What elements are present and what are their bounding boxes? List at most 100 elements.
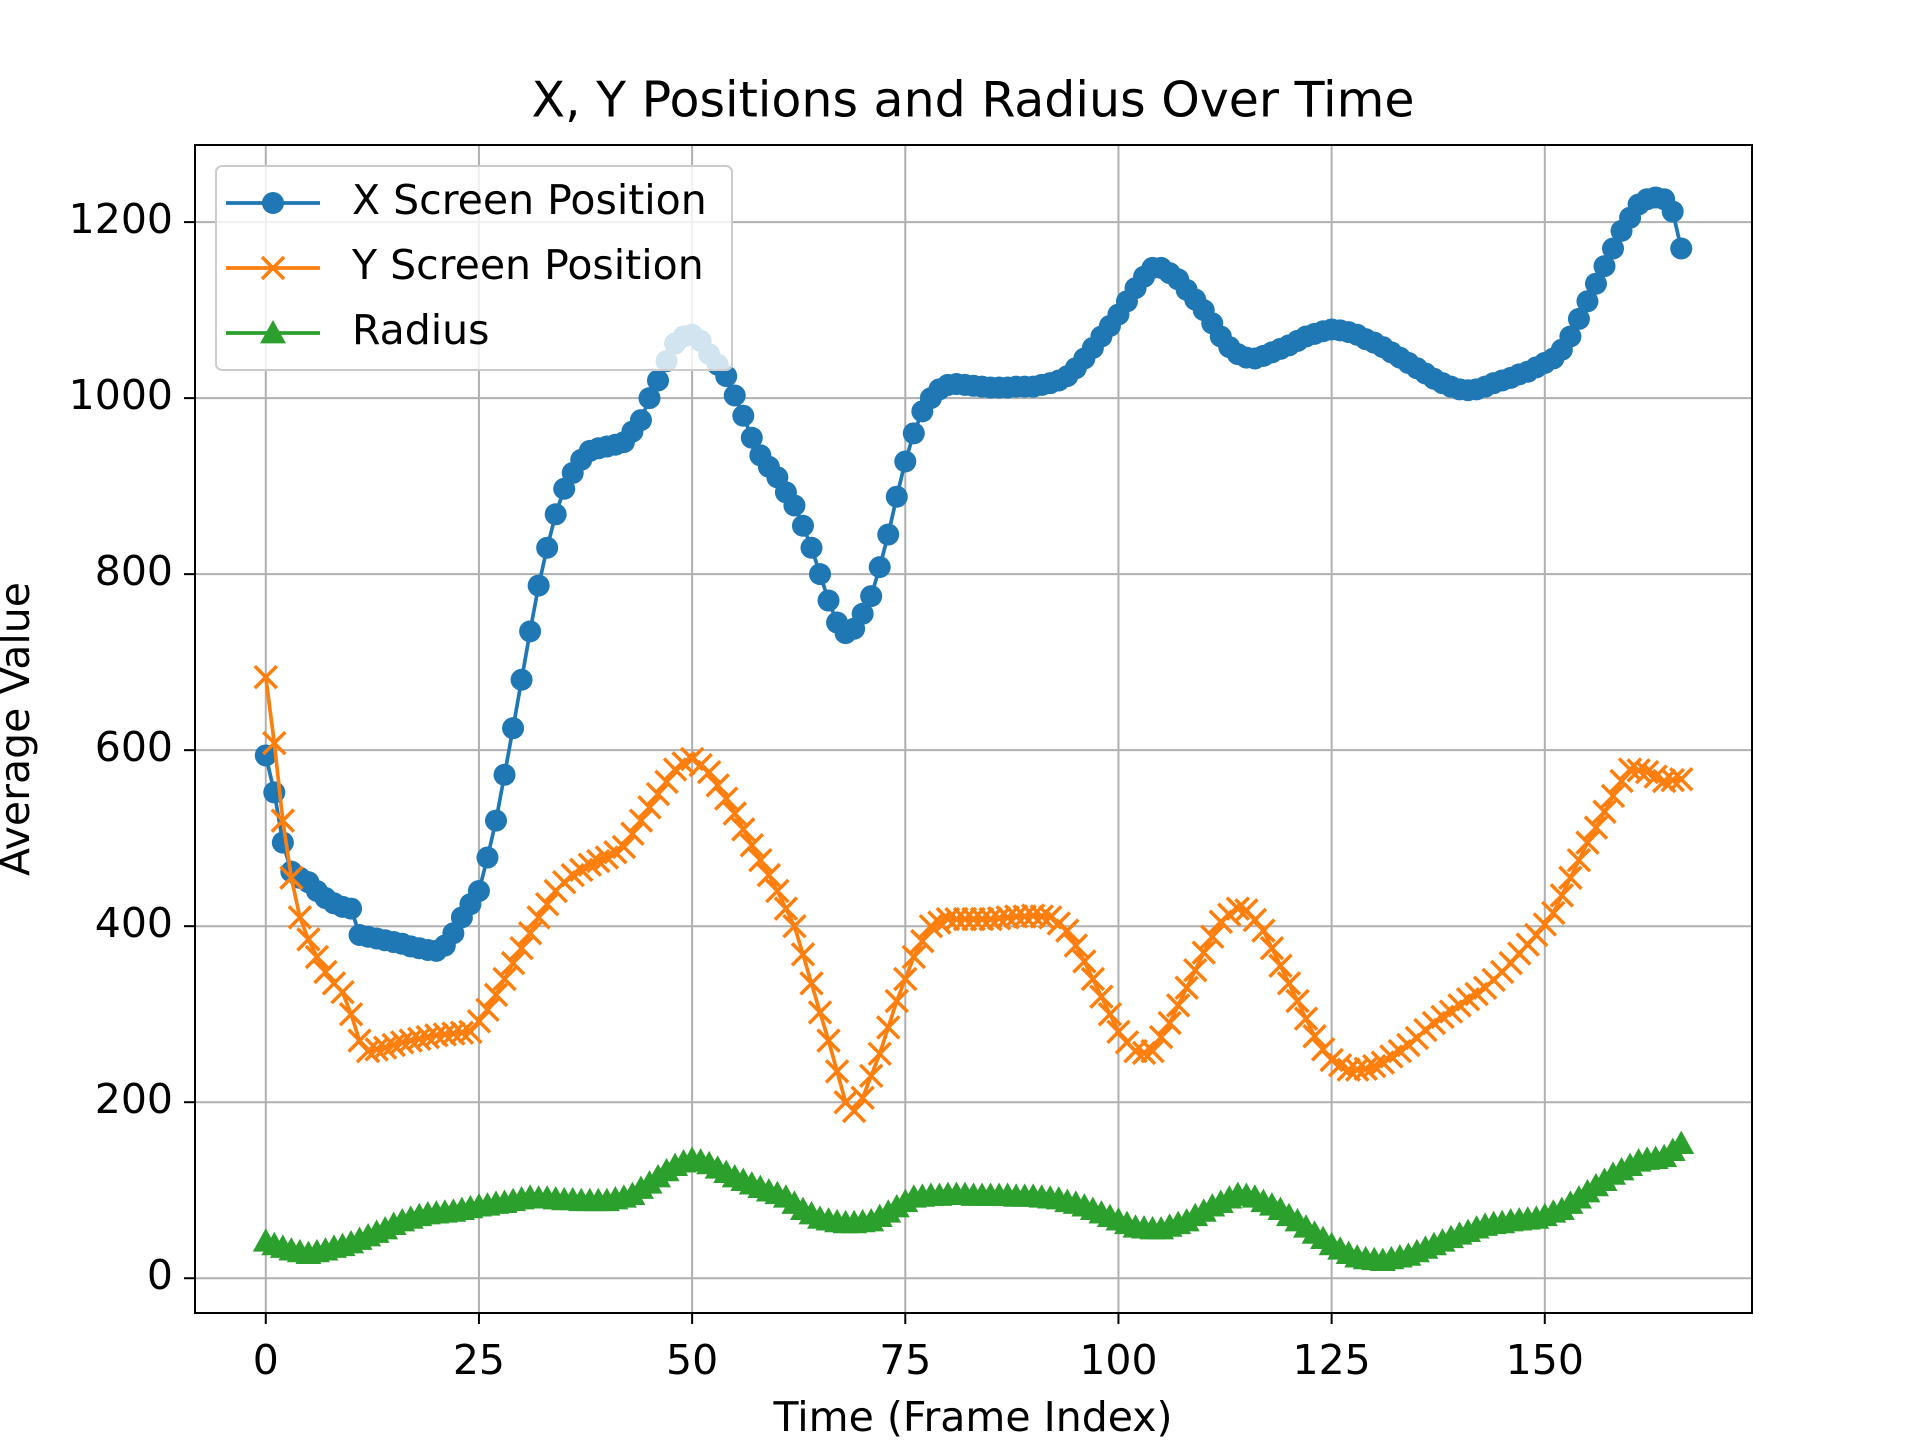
- marker: [1285, 988, 1310, 1014]
- marker: [637, 795, 662, 820]
- y-tick-label: 0: [147, 1251, 173, 1299]
- marker: [875, 1015, 901, 1040]
- x-tick-label: 125: [1292, 1336, 1370, 1384]
- marker: [483, 982, 509, 1008]
- marker: [739, 832, 765, 858]
- marker: [902, 422, 925, 445]
- legend-marker: [260, 320, 286, 344]
- legend-label: Radius: [352, 306, 489, 354]
- marker: [519, 620, 542, 643]
- marker: [1575, 830, 1600, 855]
- marker: [860, 585, 883, 608]
- marker: [1072, 949, 1097, 974]
- marker: [799, 971, 824, 996]
- marker: [1576, 290, 1599, 313]
- marker: [449, 1020, 475, 1045]
- marker: [1063, 933, 1089, 958]
- x-tick-label: 25: [453, 1336, 505, 1384]
- marker: [1566, 847, 1592, 873]
- marker: [1541, 900, 1566, 926]
- marker: [1558, 865, 1583, 891]
- marker: [509, 935, 534, 961]
- marker: [466, 1009, 492, 1034]
- marker: [807, 1000, 833, 1025]
- marker: [338, 1001, 364, 1027]
- marker: [765, 878, 790, 904]
- marker: [262, 730, 287, 756]
- y-tick-label: 600: [95, 723, 173, 771]
- marker: [868, 556, 891, 579]
- marker: [1609, 768, 1634, 794]
- marker: [1549, 883, 1575, 908]
- marker: [484, 809, 507, 832]
- marker: [1660, 767, 1685, 793]
- marker: [475, 997, 500, 1023]
- marker: [782, 913, 807, 939]
- marker: [867, 1041, 892, 1067]
- marker: [500, 950, 526, 976]
- marker: [493, 763, 516, 786]
- marker: [629, 409, 652, 432]
- marker: [1089, 984, 1114, 1009]
- marker: [800, 536, 823, 559]
- marker: [1276, 971, 1302, 996]
- marker: [526, 905, 551, 930]
- legend-label: Y Screen Position: [351, 241, 704, 289]
- y-tick-label: 1000: [69, 371, 173, 419]
- marker: [901, 944, 927, 970]
- marker: [884, 988, 909, 1014]
- legend-marker: [262, 192, 284, 214]
- marker: [638, 387, 661, 410]
- marker: [850, 1085, 875, 1111]
- marker: [1182, 957, 1208, 983]
- marker: [893, 966, 918, 992]
- marker: [1668, 766, 1694, 792]
- marker: [536, 536, 559, 559]
- marker: [809, 563, 832, 586]
- marker: [330, 979, 355, 1005]
- marker: [1251, 918, 1276, 943]
- marker: [340, 897, 363, 920]
- marker: [841, 1098, 867, 1124]
- marker: [296, 927, 321, 952]
- marker: [731, 817, 756, 842]
- marker: [705, 773, 730, 798]
- marker: [732, 404, 755, 427]
- marker: [851, 602, 874, 625]
- marker: [1157, 1010, 1182, 1036]
- marker: [313, 959, 338, 985]
- x-tick-label: 75: [879, 1336, 931, 1384]
- marker: [918, 913, 944, 939]
- marker: [1593, 255, 1616, 278]
- marker: [1259, 935, 1285, 961]
- marker: [696, 759, 722, 785]
- marker: [1559, 325, 1582, 348]
- marker: [1602, 237, 1625, 260]
- marker: [304, 944, 330, 970]
- marker: [270, 808, 296, 833]
- legend-marker: [260, 255, 286, 281]
- marker: [476, 846, 499, 869]
- marker: [1165, 993, 1191, 1018]
- marker: [1293, 1006, 1319, 1031]
- marker: [1583, 815, 1609, 840]
- marker: [510, 668, 533, 691]
- marker: [722, 801, 747, 826]
- marker: [773, 896, 799, 921]
- marker: [279, 865, 304, 891]
- marker: [611, 834, 637, 860]
- legend-box: [215, 165, 733, 371]
- marker: [885, 485, 908, 508]
- x-tick-label: 0: [253, 1336, 279, 1384]
- marker: [254, 744, 277, 767]
- marker: [713, 786, 739, 811]
- marker: [1670, 237, 1693, 260]
- legend-label: X Screen Position: [352, 176, 707, 224]
- chart-title: X, Y Positions and Radius Over Time: [531, 72, 1414, 129]
- marker: [740, 426, 763, 449]
- marker: [1029, 904, 1054, 929]
- marker: [877, 523, 900, 546]
- marker: [824, 1059, 850, 1084]
